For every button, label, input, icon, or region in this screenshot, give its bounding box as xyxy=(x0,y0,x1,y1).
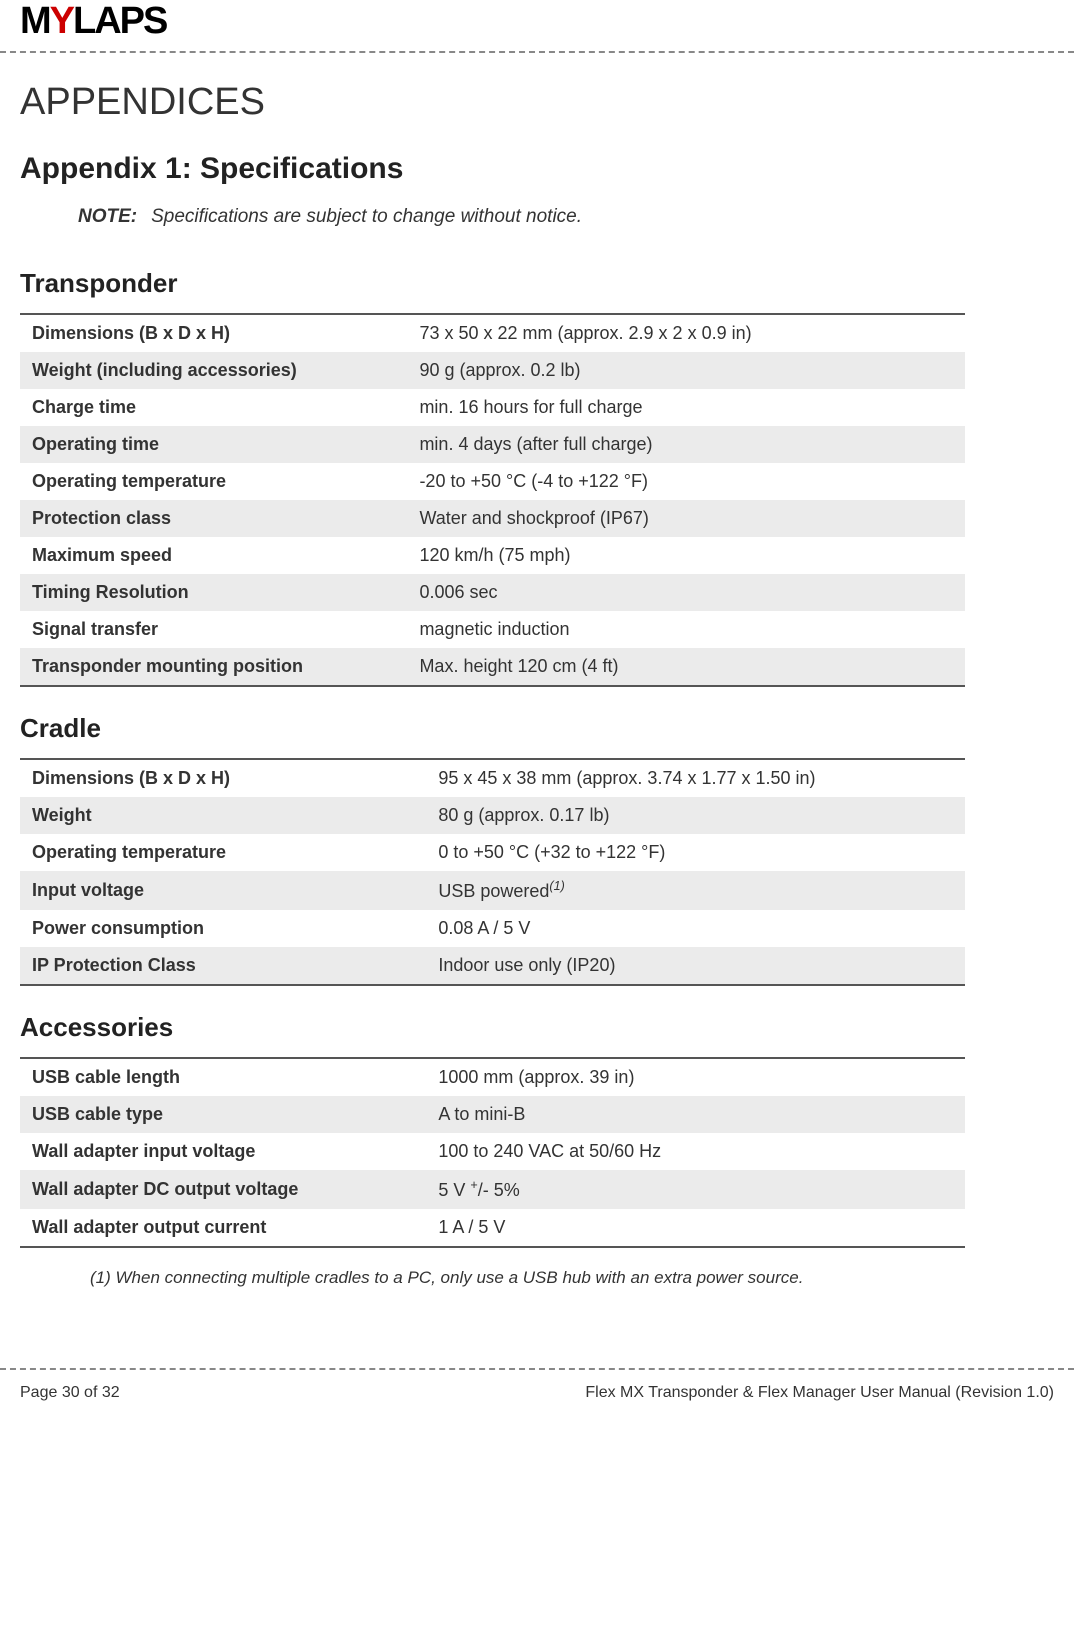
spec-label: Timing Resolution xyxy=(20,574,407,611)
spec-table: Dimensions (B x D x H)95 x 45 x 38 mm (a… xyxy=(20,758,965,986)
spec-label: Protection class xyxy=(20,500,407,537)
spec-label: Dimensions (B x D x H) xyxy=(20,314,407,352)
page-title: APPENDICES xyxy=(20,81,1054,124)
table-row: Charge timemin. 16 hours for full charge xyxy=(20,389,965,426)
footnote: (1) When connecting multiple cradles to … xyxy=(90,1268,1054,1288)
spec-value: 95 x 45 x 38 mm (approx. 3.74 x 1.77 x 1… xyxy=(426,759,965,797)
spec-value: Water and shockproof (IP67) xyxy=(407,500,965,537)
spec-value: Indoor use only (IP20) xyxy=(426,947,965,985)
spec-value: -20 to +50 °C (-4 to +122 °F) xyxy=(407,463,965,500)
footer-left: Page 30 of 32 xyxy=(20,1384,120,1402)
table-row: Dimensions (B x D x H)95 x 45 x 38 mm (a… xyxy=(20,759,965,797)
spec-table: Dimensions (B x D x H)73 x 50 x 22 mm (a… xyxy=(20,313,965,687)
spec-value: 73 x 50 x 22 mm (approx. 2.9 x 2 x 0.9 i… xyxy=(407,314,965,352)
spec-value: 0 to +50 °C (+32 to +122 °F) xyxy=(426,834,965,871)
note-text: Specifications are subject to change wit… xyxy=(151,206,582,228)
spec-table: USB cable length1000 mm (approx. 39 in)U… xyxy=(20,1057,965,1248)
section-title: Cradle xyxy=(20,713,1054,744)
table-row: Input voltageUSB powered(1) xyxy=(20,871,965,910)
note-label: NOTE: xyxy=(78,206,137,228)
logo-left: M xyxy=(20,0,50,42)
table-row: Operating temperature0 to +50 °C (+32 to… xyxy=(20,834,965,871)
logo-right: LAPS xyxy=(73,0,166,42)
appendix-title: Appendix 1: Specifications xyxy=(20,152,1054,186)
spec-label: Weight xyxy=(20,797,426,834)
spec-label: Charge time xyxy=(20,389,407,426)
header-divider xyxy=(0,51,1074,53)
table-row: USB cable typeA to mini-B xyxy=(20,1096,965,1133)
table-row: Weight80 g (approx. 0.17 lb) xyxy=(20,797,965,834)
table-row: Protection classWater and shockproof (IP… xyxy=(20,500,965,537)
spec-value: 1000 mm (approx. 39 in) xyxy=(426,1058,965,1096)
spec-label: Transponder mounting position xyxy=(20,648,407,686)
spec-label: Wall adapter output current xyxy=(20,1209,426,1247)
spec-value: 0.08 A / 5 V xyxy=(426,910,965,947)
table-row: Wall adapter output current1 A / 5 V xyxy=(20,1209,965,1247)
table-row: Timing Resolution0.006 sec xyxy=(20,574,965,611)
spec-label: Wall adapter input voltage xyxy=(20,1133,426,1170)
spec-value: magnetic induction xyxy=(407,611,965,648)
table-row: Operating timemin. 4 days (after full ch… xyxy=(20,426,965,463)
spec-label: Maximum speed xyxy=(20,537,407,574)
table-row: Wall adapter input voltage100 to 240 VAC… xyxy=(20,1133,965,1170)
spec-label: Dimensions (B x D x H) xyxy=(20,759,426,797)
spec-label: Weight (including accessories) xyxy=(20,352,407,389)
footer: Page 30 of 32 Flex MX Transponder & Flex… xyxy=(20,1370,1054,1412)
table-row: USB cable length1000 mm (approx. 39 in) xyxy=(20,1058,965,1096)
spec-value: 120 km/h (75 mph) xyxy=(407,537,965,574)
spec-value: 1 A / 5 V xyxy=(426,1209,965,1247)
spec-label: Power consumption xyxy=(20,910,426,947)
spec-label: USB cable length xyxy=(20,1058,426,1096)
table-row: Maximum speed120 km/h (75 mph) xyxy=(20,537,965,574)
logo: MYLAPS xyxy=(20,0,166,42)
spec-label: Input voltage xyxy=(20,871,426,910)
spec-label: IP Protection Class xyxy=(20,947,426,985)
spec-value: 100 to 240 VAC at 50/60 Hz xyxy=(426,1133,965,1170)
table-row: IP Protection ClassIndoor use only (IP20… xyxy=(20,947,965,985)
spec-value: 0.006 sec xyxy=(407,574,965,611)
footer-right: Flex MX Transponder & Flex Manager User … xyxy=(585,1384,1054,1402)
spec-value: A to mini-B xyxy=(426,1096,965,1133)
spec-value: 90 g (approx. 0.2 lb) xyxy=(407,352,965,389)
table-row: Signal transfermagnetic induction xyxy=(20,611,965,648)
table-row: Operating temperature-20 to +50 °C (-4 t… xyxy=(20,463,965,500)
spec-label: USB cable type xyxy=(20,1096,426,1133)
logo-row: MYLAPS xyxy=(20,0,1054,51)
table-row: Dimensions (B x D x H)73 x 50 x 22 mm (a… xyxy=(20,314,965,352)
table-row: Transponder mounting positionMax. height… xyxy=(20,648,965,686)
spec-value: min. 4 days (after full charge) xyxy=(407,426,965,463)
table-row: Power consumption0.08 A / 5 V xyxy=(20,910,965,947)
table-row: Weight (including accessories)90 g (appr… xyxy=(20,352,965,389)
spec-value: USB powered(1) xyxy=(426,871,965,910)
spec-value: 5 V +/- 5% xyxy=(426,1170,965,1209)
section-title: Accessories xyxy=(20,1012,1054,1043)
spec-label: Wall adapter DC output voltage xyxy=(20,1170,426,1209)
spec-value: Max. height 120 cm (4 ft) xyxy=(407,648,965,686)
table-row: Wall adapter DC output voltage5 V +/- 5% xyxy=(20,1170,965,1209)
spec-value: min. 16 hours for full charge xyxy=(407,389,965,426)
spec-label: Operating temperature xyxy=(20,834,426,871)
spec-label: Operating time xyxy=(20,426,407,463)
logo-y: Y xyxy=(50,0,73,42)
spec-label: Operating temperature xyxy=(20,463,407,500)
note-row: NOTE: Specifications are subject to chan… xyxy=(20,206,1054,228)
spec-value: 80 g (approx. 0.17 lb) xyxy=(426,797,965,834)
section-title: Transponder xyxy=(20,268,1054,299)
spec-label: Signal transfer xyxy=(20,611,407,648)
